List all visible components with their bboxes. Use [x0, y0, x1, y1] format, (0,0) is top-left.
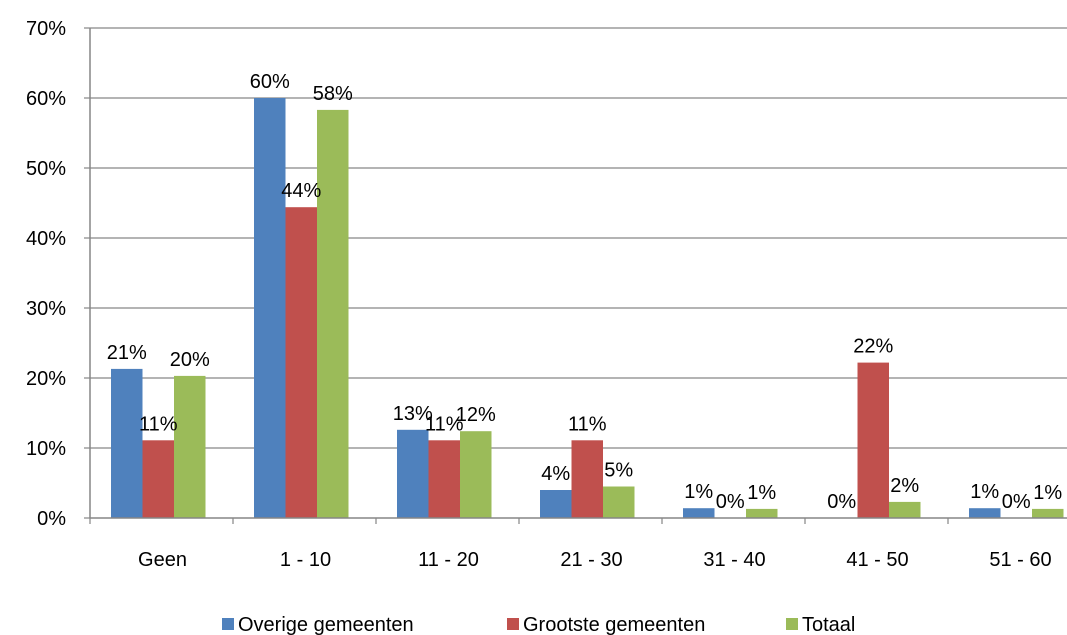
bar [1032, 508, 1064, 518]
legend-label: Overige gemeenten [238, 614, 414, 635]
bar [142, 440, 174, 518]
y-tick-label: 0% [37, 508, 66, 530]
data-label: 12% [456, 404, 496, 426]
data-label: 0% [716, 491, 745, 513]
data-label: 1% [747, 482, 776, 504]
legend-swatch [786, 618, 798, 630]
y-tick-label: 40% [26, 228, 66, 250]
data-label: 44% [281, 180, 321, 202]
bar [254, 98, 286, 518]
data-label: 1% [970, 481, 999, 503]
axes [89, 28, 1067, 524]
legend-label: Grootste gemeenten [523, 614, 705, 635]
data-label: 60% [250, 71, 290, 93]
bar [889, 501, 921, 518]
data-label: 1% [684, 481, 713, 503]
data-label: 21% [107, 342, 147, 364]
bars [111, 98, 1064, 519]
x-tick-label: 31 - 40 [703, 549, 765, 571]
bar [317, 109, 349, 519]
data-label: 11% [425, 413, 464, 435]
y-tick-label: 70% [26, 18, 66, 40]
y-tick-label: 10% [26, 438, 66, 460]
bar [857, 362, 889, 518]
y-tick-label: 50% [26, 158, 66, 180]
x-tick-label: 1 - 10 [280, 549, 331, 571]
data-label: 11% [139, 413, 178, 435]
legend-swatch [507, 618, 519, 630]
bar [540, 490, 572, 518]
data-label: 2% [890, 475, 919, 497]
data-label: 1% [1033, 482, 1062, 504]
legend-label: Totaal [802, 614, 855, 635]
bar [397, 429, 429, 518]
legend-swatch [222, 618, 234, 630]
bar [174, 375, 206, 518]
bar [285, 207, 317, 518]
bar [460, 431, 492, 518]
data-label: 22% [853, 336, 893, 358]
x-tick-label: 41 - 50 [846, 549, 908, 571]
legend: Overige gemeenten Grootste gemeenten Totaa… [222, 614, 855, 635]
y-tick-label: 30% [26, 298, 66, 320]
y-tick-labels: 0% 10% 20% 30% 40% 50% 60% 70% [26, 18, 66, 530]
data-label: 11% [568, 413, 607, 435]
data-label: 0% [1002, 491, 1031, 513]
data-label: 5% [604, 460, 633, 482]
bar [969, 508, 1001, 518]
x-tick-label: 11 - 20 [418, 549, 479, 571]
y-tick-label: 60% [26, 88, 66, 110]
data-label: 0% [827, 491, 856, 513]
x-tick-label: 51 - 60 [989, 549, 1051, 571]
gridlines [84, 27, 1067, 519]
x-tick-labels: Geen 1 - 10 11 - 20 21 - 30 31 - 40 41 - 50 51… [138, 549, 1052, 571]
data-labels: 21%60%13%4%1% 0% 1%11%44%11% 11%0%22%0%20%5… [107, 71, 1063, 513]
y-tick-label: 20% [26, 368, 66, 390]
data-label: 58% [313, 83, 353, 105]
bar [746, 508, 778, 518]
bar [683, 508, 715, 518]
data-label: 20% [170, 349, 210, 371]
x-tick-label: 21 - 30 [560, 549, 622, 571]
data-label: 4% [541, 463, 570, 485]
bar [571, 440, 603, 518]
bar [603, 486, 635, 518]
data-label: 13% [393, 403, 433, 425]
bar [428, 440, 460, 518]
x-tick-label: Geen [138, 549, 187, 571]
bar [111, 368, 143, 518]
